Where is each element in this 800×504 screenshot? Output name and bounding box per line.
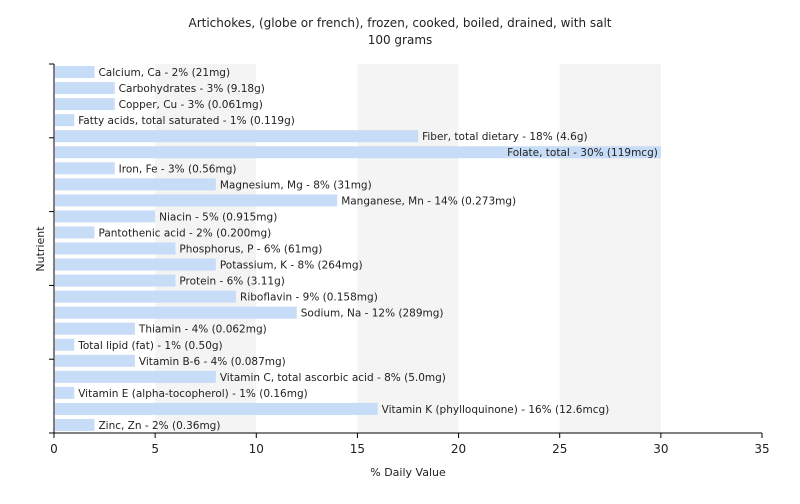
axes [49, 63, 762, 434]
bar-label: Niacin - 5% (0.915mg) [159, 211, 277, 223]
bar-label: Carbohydrates - 3% (9.18g) [119, 83, 265, 95]
x-tick-label: 10 [249, 442, 264, 456]
bar [55, 146, 661, 159]
bar-label: Magnesium, Mg - 8% (31mg) [220, 179, 372, 191]
x-tick-label: 25 [552, 442, 567, 456]
bar-label: Riboflavin - 9% (0.158mg) [240, 292, 378, 304]
bar [55, 370, 216, 383]
bar [55, 226, 95, 239]
bar [55, 130, 419, 143]
bar-label: Manganese, Mn - 14% (0.273mg) [341, 195, 516, 207]
x-axis-label: % Daily Value [370, 466, 446, 479]
bar [55, 210, 156, 223]
chart-title: Artichokes, (globe or french), frozen, c… [188, 16, 611, 30]
bar-label: Thiamin - 4% (0.062mg) [138, 324, 267, 336]
bar [55, 290, 237, 303]
bar [55, 306, 297, 319]
bar [55, 354, 135, 367]
bar-label: Vitamin E (alpha-tocopherol) - 1% (0.16m… [78, 388, 308, 400]
bar [55, 162, 115, 175]
bar-label: Fatty acids, total saturated - 1% (0.119… [78, 115, 295, 127]
grid-band [660, 64, 762, 433]
bar [55, 386, 75, 399]
bar-label: Vitamin C, total ascorbic acid - 8% (5.0… [220, 372, 446, 384]
bar-label: Sodium, Na - 12% (289mg) [301, 308, 444, 320]
grid-bands [54, 64, 762, 433]
bar [55, 258, 216, 271]
grid-band [458, 64, 560, 433]
bar [55, 98, 115, 111]
bar [55, 418, 95, 431]
bar [55, 402, 378, 415]
bar-label: Folate, total - 30% (119mcg) [507, 147, 658, 159]
bar-label: Vitamin K (phylloquinone) - 16% (12.6mcg… [382, 404, 610, 416]
bar-label: Fiber, total dietary - 18% (4.6g) [422, 131, 587, 143]
x-tick-label: 20 [451, 442, 466, 456]
grid-band [559, 64, 661, 433]
y-axis-label: Nutrient [34, 226, 47, 272]
x-tick-label: 30 [653, 442, 668, 456]
bar-label: Potassium, K - 8% (264mg) [220, 260, 363, 272]
bar-label: Vitamin B-6 - 4% (0.087mg) [139, 356, 286, 368]
bar-label: Phosphorus, P - 6% (61mg) [179, 244, 322, 256]
bar [55, 242, 176, 255]
bar [55, 322, 135, 335]
grid-band [256, 64, 358, 433]
x-tick-label: 5 [151, 442, 159, 456]
grid-band [357, 64, 459, 433]
x-tick-label: 0 [50, 442, 58, 456]
bar [55, 274, 176, 287]
bar [55, 194, 338, 207]
bar [55, 82, 115, 95]
x-tick-label: 35 [754, 442, 769, 456]
bars [55, 66, 661, 431]
chart-subtitle: 100 grams [368, 33, 433, 47]
bar-label: Iron, Fe - 3% (0.56mg) [119, 163, 237, 175]
bar [55, 114, 75, 127]
bar-label: Protein - 6% (3.11g) [179, 276, 285, 288]
x-ticks: 0 5 10 15 20 25 30 35 [50, 433, 770, 456]
bar-label: Pantothenic acid - 2% (0.200mg) [98, 227, 271, 239]
bar [55, 338, 75, 351]
bar-label: Zinc, Zn - 2% (0.36mg) [98, 420, 220, 432]
bar-label: Calcium, Ca - 2% (21mg) [98, 67, 230, 79]
bar-label: Copper, Cu - 3% (0.061mg) [119, 99, 263, 111]
bar [55, 178, 216, 191]
x-tick-label: 15 [350, 442, 365, 456]
bar-labels: Calcium, Ca - 2% (21mg) Carbohydrates - 3… [77, 67, 658, 432]
bar-label: Total lipid (fat) - 1% (0.50g) [77, 340, 222, 352]
bar [55, 66, 95, 79]
